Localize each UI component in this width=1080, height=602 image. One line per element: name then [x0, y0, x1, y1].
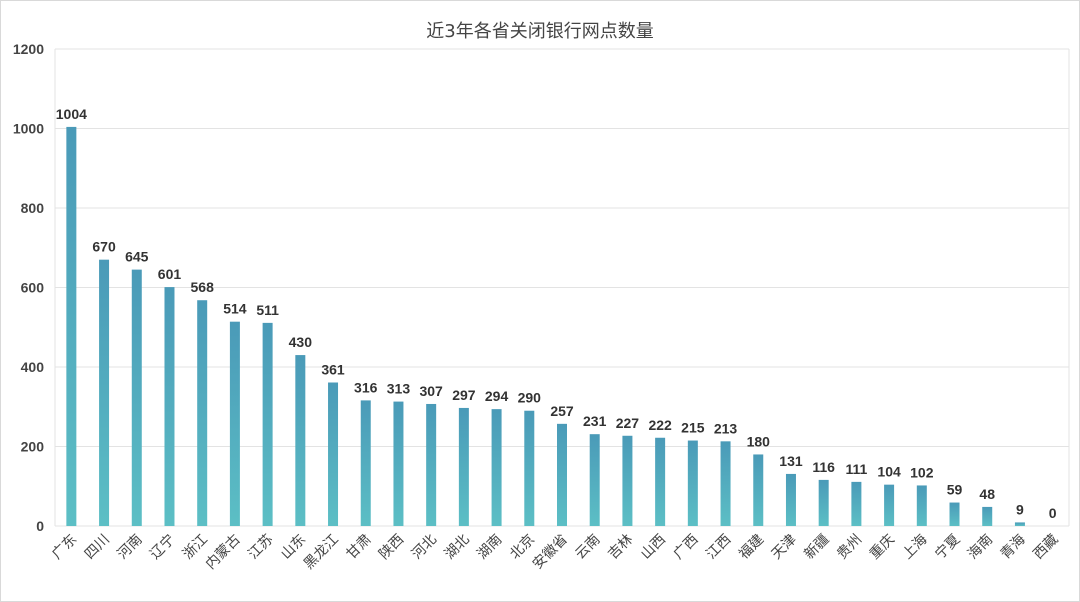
x-tick-label: 福建 — [736, 532, 767, 563]
bar — [360, 400, 371, 526]
data-label: 9 — [1016, 501, 1024, 517]
data-label: 514 — [223, 301, 247, 317]
data-label: 313 — [387, 381, 411, 397]
x-tick-label: 广西 — [671, 532, 702, 563]
bar — [99, 259, 110, 526]
data-label: 213 — [714, 420, 738, 436]
x-tick-label: 山西 — [638, 532, 669, 563]
bar — [557, 423, 567, 526]
bar — [491, 409, 502, 526]
data-label: 297 — [452, 387, 476, 403]
bar — [851, 481, 862, 526]
bar — [949, 502, 960, 526]
x-tick-label: 河南 — [114, 532, 145, 563]
data-label: 670 — [92, 239, 116, 255]
data-label: 59 — [947, 482, 963, 498]
data-label: 111 — [845, 461, 867, 477]
x-tick-label: 天津 — [769, 532, 800, 563]
x-tick-label: 湖北 — [442, 532, 473, 563]
bar — [295, 355, 306, 526]
x-tick-label: 重庆 — [867, 532, 898, 563]
data-label: 48 — [979, 486, 995, 502]
x-tick-label: 黑龙江 — [301, 532, 342, 573]
x-tick-label: 海南 — [965, 532, 996, 563]
x-tick-label: 湖南 — [474, 532, 505, 563]
bar — [393, 401, 404, 526]
bar — [131, 269, 142, 526]
bar — [753, 454, 764, 526]
y-tick-label: 800 — [21, 200, 45, 216]
data-label: 102 — [910, 464, 934, 480]
bar — [655, 437, 666, 526]
x-tick-label: 新疆 — [801, 532, 832, 563]
bar — [720, 441, 731, 526]
x-tick-label: 上海 — [900, 532, 931, 563]
x-tick-label: 陕西 — [376, 532, 407, 563]
bar — [622, 435, 633, 526]
data-label: 227 — [616, 415, 640, 431]
x-tick-label: 吉林 — [605, 532, 636, 563]
x-tick-label: 辽宁 — [146, 531, 178, 563]
y-tick-label: 200 — [21, 439, 45, 455]
bar — [1014, 522, 1025, 526]
data-label: 511 — [256, 302, 279, 318]
bar — [916, 485, 927, 526]
bar — [262, 322, 273, 526]
bar — [66, 126, 77, 526]
bar — [328, 382, 339, 526]
x-tick-label: 四川 — [82, 532, 113, 563]
data-label: 316 — [354, 379, 378, 395]
bar — [982, 506, 993, 526]
data-label: 601 — [158, 266, 182, 282]
bar — [818, 479, 829, 526]
data-label: 430 — [289, 334, 313, 350]
data-label: 290 — [518, 390, 542, 406]
x-tick-label: 宁夏 — [932, 531, 964, 563]
y-tick-label: 400 — [21, 359, 45, 375]
bar — [229, 321, 240, 526]
bar — [458, 407, 469, 526]
x-tick-label: 河北 — [409, 532, 440, 563]
data-label: 645 — [125, 249, 149, 265]
x-tick-label: 甘肃 — [343, 532, 374, 563]
y-tick-label: 0 — [36, 518, 44, 534]
x-tick-label: 云南 — [572, 532, 603, 563]
x-tick-label: 江西 — [703, 532, 734, 563]
data-label: 257 — [550, 403, 574, 419]
y-tick-label: 1000 — [13, 121, 44, 137]
bar — [884, 484, 895, 526]
x-tick-label: 广东 — [49, 532, 80, 563]
x-tick-label: 江苏 — [245, 532, 276, 563]
data-label: 294 — [485, 388, 509, 404]
data-label: 231 — [583, 413, 607, 429]
data-label: 307 — [419, 383, 443, 399]
bar — [524, 410, 535, 526]
y-tick-label: 1200 — [13, 41, 44, 57]
x-tick-label: 内蒙古 — [203, 532, 244, 573]
data-label: 222 — [648, 417, 672, 433]
x-tick-label: 西藏 — [1030, 532, 1061, 563]
data-label: 116 — [812, 459, 835, 475]
data-label: 131 — [779, 453, 803, 469]
data-label: 104 — [877, 464, 901, 480]
data-label: 215 — [681, 420, 705, 436]
bar — [426, 403, 437, 526]
x-tick-label: 青海 — [998, 532, 1029, 563]
data-label: 180 — [747, 433, 771, 449]
bar — [197, 300, 208, 526]
data-label: 568 — [191, 279, 215, 295]
data-label: 0 — [1049, 505, 1057, 521]
data-label: 361 — [321, 362, 345, 378]
bar — [164, 287, 175, 526]
bar — [785, 473, 796, 526]
y-tick-label: 600 — [21, 280, 45, 296]
data-label: 1004 — [56, 106, 87, 122]
bar — [687, 440, 698, 526]
x-tick-label: 安徽省 — [530, 532, 571, 573]
x-tick-label: 贵州 — [834, 532, 865, 563]
chart-title: 近3年各省关闭银行网点数量 — [426, 21, 653, 42]
bar — [589, 434, 600, 526]
